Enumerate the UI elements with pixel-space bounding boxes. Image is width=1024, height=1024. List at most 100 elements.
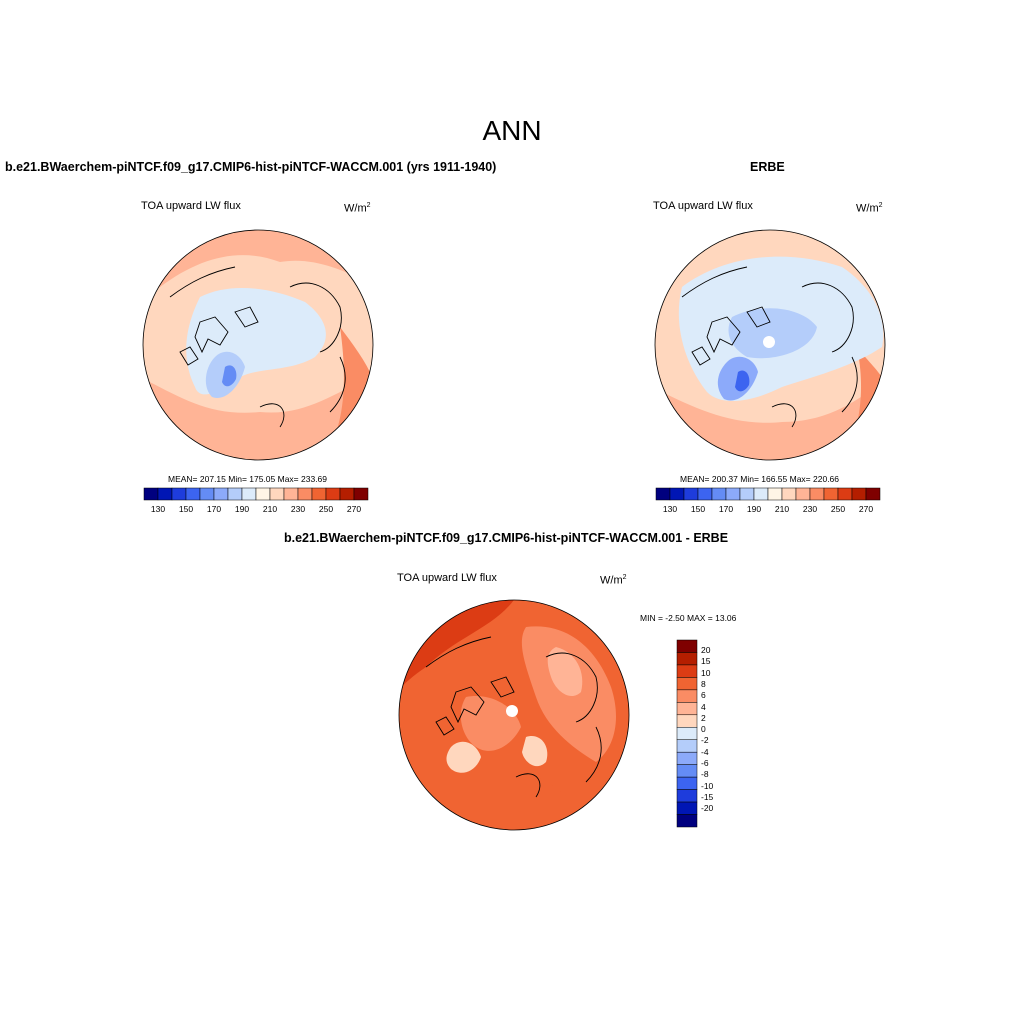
field-cold-inner: [728, 308, 817, 359]
colorbar-ticks-obs: 130 150 170 190 210 230 250 270: [656, 504, 880, 516]
colorbar-ticks-diff: 20 15 10 8 6 4 2 0 -2 -4 -6 -8 -10 -15 -20: [701, 640, 741, 827]
colorbar-obs-tick-label: 230: [802, 504, 818, 514]
colorbar-diff-swatch: [676, 702, 698, 716]
colorbar-model-swatch: [269, 487, 285, 501]
colorbar-obs-tick-label: 250: [830, 504, 846, 514]
coastlines-model: [169, 266, 346, 428]
colorbar-obs-swatch: [683, 487, 699, 501]
colorbar-model-swatch: [241, 487, 257, 501]
field-weak-south: [522, 736, 548, 767]
field-greenland-coldest: [735, 370, 750, 392]
colorbar-obs-tick-label: 130: [662, 504, 678, 514]
panel-title-diff: b.e21.BWaerchem-piNTCF.f09_g17.CMIP6-his…: [284, 531, 729, 545]
colorbar-obs-swatch: [851, 487, 867, 501]
colorbar-model-swatch: [297, 487, 313, 501]
colorbar-obs-swatch: [753, 487, 769, 501]
colorbar-model-swatch: [143, 487, 159, 501]
colorbar-diff-tick-label: 6: [701, 690, 706, 701]
colorbar-diff-swatch: [676, 714, 698, 728]
units-label-model: W/m2: [344, 202, 371, 215]
colorbar-diff-tick-label: 2: [701, 712, 706, 723]
colorbar-model-swatch: [339, 487, 355, 501]
colorbar-diff-swatch: [676, 776, 698, 790]
colorbar-model-swatch: [199, 487, 215, 501]
colorbar-model-tick-label: 210: [262, 504, 278, 514]
colorbar-model-swatch: [213, 487, 229, 501]
field-warm-band-south: [143, 377, 373, 460]
pole-hole: [763, 336, 775, 348]
colorbar-diff-swatch: [676, 727, 698, 740]
colorbar-diff-tick-label: -4: [701, 746, 709, 757]
colorbar-diff-swatch: [676, 652, 698, 666]
colorbar-diff-swatch: [676, 739, 698, 753]
panel-title-model: b.e21.BWaerchem-piNTCF.f09_g17.CMIP6-his…: [5, 160, 497, 174]
colorbar-model-tick-label: 190: [234, 504, 250, 514]
stats-obs: MEAN= 200.37 Min= 166.55 Max= 220.66: [680, 474, 840, 484]
colorbar-obs-tick-label: 170: [718, 504, 734, 514]
colorbar-diff-swatch: [676, 764, 698, 778]
colorbar-diff-swatch: [676, 689, 698, 703]
colorbar-diff-swatch: [676, 751, 698, 765]
colorbar-obs-swatch: [767, 487, 783, 501]
pole-hole: [506, 705, 518, 717]
colorbar-obs-swatch: [781, 487, 797, 501]
colorbar-obs-swatch: [823, 487, 839, 501]
colorbar-diff-tick-label: 4: [701, 701, 706, 712]
coastlines-diff: [425, 636, 602, 798]
variable-label-obs: TOA upward LW flux: [653, 200, 753, 212]
colorbar-obs-tick-label: 270: [858, 504, 874, 514]
coastlines-obs: [681, 266, 858, 428]
colorbar-obs-tick-label: 190: [746, 504, 762, 514]
main-title: ANN: [482, 115, 542, 146]
colorbar-diff-swatch: [676, 801, 698, 815]
colorbar-model-swatch: [171, 487, 187, 501]
variable-label-diff: TOA upward LW flux: [397, 572, 497, 584]
field-weak-east: [547, 647, 583, 697]
colorbar-ticks-model: 130 150 170 190 210 230 250 270: [144, 504, 368, 516]
units-label-obs: W/m2: [856, 202, 883, 215]
polar-map-obs: [654, 229, 886, 461]
colorbar-diff-tick-label: 0: [701, 724, 706, 735]
colorbar-obs-swatch: [795, 487, 811, 501]
colorbar-obs-swatch: [809, 487, 825, 501]
colorbar-diff-tick-label: -15: [701, 791, 714, 802]
colorbar-diff-tick-label: 8: [701, 678, 706, 689]
colorbar-obs: [655, 487, 881, 501]
colorbar-model-tick-label: 270: [346, 504, 362, 514]
stats-diff: MIN = -2.50 MAX = 13.06: [640, 613, 737, 623]
field-warm-band-south: [655, 377, 885, 460]
colorbar-obs-swatch: [697, 487, 713, 501]
colorbar-diff-swatch: [676, 789, 698, 803]
panel-title-obs: ERBE: [750, 160, 785, 174]
colorbar-diff-swatch: [676, 814, 698, 828]
colorbar-model-swatch: [311, 487, 327, 501]
colorbar-model-swatch: [157, 487, 173, 501]
colorbar-model-swatch: [283, 487, 299, 501]
colorbar-diff-tick-label: -8: [701, 769, 709, 780]
colorbar-obs-swatch: [865, 487, 881, 501]
variable-label-model: TOA upward LW flux: [141, 200, 241, 212]
colorbar-model-swatch: [325, 487, 341, 501]
colorbar-model-swatch: [353, 487, 369, 501]
colorbar-diff-swatch: [676, 639, 698, 653]
colorbar-diff-swatch: [676, 677, 698, 691]
colorbar-diff-tick-label: -10: [701, 780, 714, 791]
colorbar-diff-tick-label: 10: [701, 667, 711, 678]
colorbar-diff-tick-label: -6: [701, 758, 709, 768]
field-weak-greenland: [446, 741, 481, 773]
field-moderate-center: [460, 696, 521, 751]
colorbar-diff: [676, 639, 698, 828]
colorbar-model-tick-label: 150: [178, 504, 194, 514]
colorbar-obs-swatch: [837, 487, 853, 501]
colorbar-model-tick-label: 230: [290, 504, 306, 514]
colorbar-obs-swatch: [739, 487, 755, 501]
field-greenland-coldest: [222, 365, 237, 387]
colorbar-diff-tick-label: 20: [701, 645, 711, 655]
colorbar-diff-tick-label: 15: [701, 656, 711, 667]
polar-map-diff: [398, 599, 630, 831]
colorbar-diff-tick-label: -2: [701, 735, 709, 746]
colorbar-obs-tick-label: 150: [690, 504, 706, 514]
colorbar-diff-swatch: [676, 664, 698, 678]
polar-map-model: [142, 229, 374, 461]
stats-model: MEAN= 207.15 Min= 175.05 Max= 233.69: [168, 474, 328, 484]
